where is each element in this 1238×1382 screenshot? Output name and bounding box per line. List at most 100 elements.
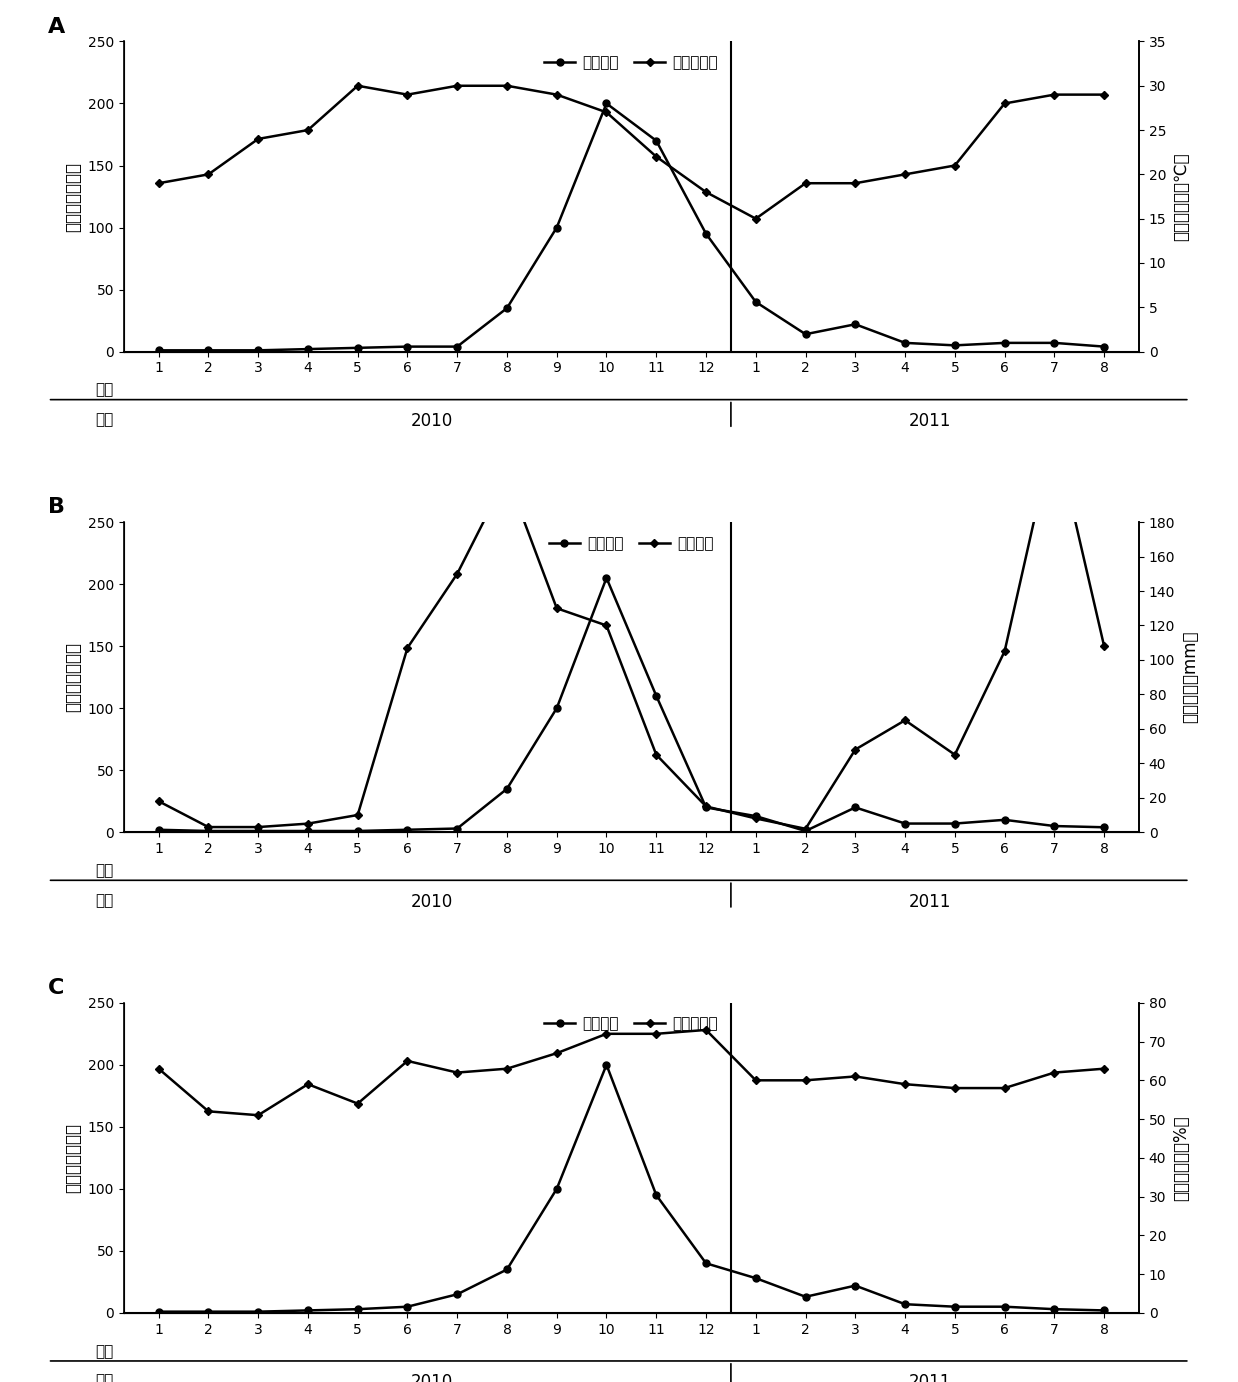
Text: 年份: 年份 xyxy=(95,1374,114,1382)
Text: 年份: 年份 xyxy=(95,893,114,908)
月病例数 xyxy=(301,822,316,839)
月降水量 xyxy=(1097,638,1112,655)
月降水量 xyxy=(649,746,664,763)
月病例数 xyxy=(251,341,266,358)
Y-axis label: 月平均气温（℃）: 月平均气温（℃） xyxy=(1172,152,1190,240)
月病例数 xyxy=(201,341,215,358)
月病例数 xyxy=(1097,820,1112,836)
月平均气温 xyxy=(649,148,664,164)
月降水量 xyxy=(997,643,1011,659)
Text: 月份: 月份 xyxy=(95,864,114,878)
月平均气温 xyxy=(350,77,365,94)
Text: 2010: 2010 xyxy=(411,1374,453,1382)
月病例数 xyxy=(151,821,166,837)
月相对湿度 xyxy=(151,1060,166,1077)
Y-axis label: 月病例数（例）: 月病例数（例） xyxy=(64,643,82,712)
月病例数 xyxy=(500,300,515,316)
月相对湿度 xyxy=(799,1072,813,1089)
月病例数 xyxy=(500,1262,515,1278)
月病例数 xyxy=(500,781,515,797)
月病例数 xyxy=(1047,1300,1062,1317)
月相对湿度 xyxy=(1047,1064,1062,1081)
月平均气温 xyxy=(1047,86,1062,102)
月降水量 xyxy=(947,746,962,763)
月降水量 xyxy=(500,467,515,484)
月平均气温 xyxy=(748,210,763,227)
Y-axis label: 月病例数（例）: 月病例数（例） xyxy=(64,1122,82,1193)
月降水量 xyxy=(201,818,215,835)
月相对湿度 xyxy=(649,1025,664,1042)
月病例数 xyxy=(350,822,365,839)
月平均气温 xyxy=(151,176,166,192)
月病例数 xyxy=(251,1303,266,1320)
月相对湿度 xyxy=(251,1107,266,1124)
月相对湿度 xyxy=(400,1053,415,1070)
月病例数 xyxy=(947,815,962,832)
月相对湿度 xyxy=(550,1045,565,1061)
月相对湿度 xyxy=(1097,1060,1112,1077)
月病例数 xyxy=(698,799,713,815)
月病例数 xyxy=(449,339,464,355)
月平均气温 xyxy=(1097,86,1112,102)
月降水量 xyxy=(1047,423,1062,439)
月病例数 xyxy=(848,316,863,333)
月降水量 xyxy=(848,741,863,757)
月病例数 xyxy=(1097,339,1112,355)
月降水量 xyxy=(599,618,614,634)
月平均气温 xyxy=(997,95,1011,112)
月病例数 xyxy=(550,220,565,236)
月病例数 xyxy=(947,337,962,354)
月病例数 xyxy=(550,699,565,716)
月相对湿度 xyxy=(748,1072,763,1089)
Line: 月平均气温: 月平均气温 xyxy=(156,83,1107,221)
Line: 月病例数: 月病例数 xyxy=(155,575,1108,835)
月病例数 xyxy=(449,1287,464,1303)
月病例数 xyxy=(350,340,365,357)
Text: A: A xyxy=(48,17,64,37)
Line: 月相对湿度: 月相对湿度 xyxy=(156,1027,1107,1118)
月降水量 xyxy=(799,821,813,837)
月病例数 xyxy=(400,339,415,355)
Line: 月病例数: 月病例数 xyxy=(155,100,1108,354)
月病例数 xyxy=(799,1288,813,1305)
月降水量 xyxy=(301,815,316,832)
月病例数 xyxy=(301,341,316,358)
月病例数 xyxy=(748,293,763,310)
Y-axis label: 月相对湿度（%）: 月相对湿度（%） xyxy=(1172,1115,1190,1201)
Line: 月降水量: 月降水量 xyxy=(156,427,1107,832)
月病例数 xyxy=(400,821,415,837)
Text: 2010: 2010 xyxy=(411,893,453,911)
月病例数 xyxy=(898,815,912,832)
月病例数 xyxy=(848,799,863,815)
月病例数 xyxy=(649,133,664,149)
月降水量 xyxy=(698,797,713,814)
Text: B: B xyxy=(48,498,64,517)
月病例数 xyxy=(698,1255,713,1271)
月相对湿度 xyxy=(599,1025,614,1042)
月降水量 xyxy=(550,600,565,616)
Text: 月份: 月份 xyxy=(95,1343,114,1359)
月相对湿度 xyxy=(449,1064,464,1081)
Text: 2011: 2011 xyxy=(909,893,951,911)
月相对湿度 xyxy=(997,1079,1011,1096)
月病例数 xyxy=(799,326,813,343)
月病例数 xyxy=(748,808,763,825)
月病例数 xyxy=(947,1299,962,1316)
Legend: 月病例数, 月相对湿度: 月病例数, 月相对湿度 xyxy=(539,1010,724,1038)
Y-axis label: 月降水量（mm）: 月降水量（mm） xyxy=(1181,632,1198,723)
月相对湿度 xyxy=(350,1096,365,1113)
月病例数 xyxy=(151,341,166,358)
Line: 月病例数: 月病例数 xyxy=(155,1061,1108,1316)
月病例数 xyxy=(898,1296,912,1313)
Text: 月份: 月份 xyxy=(95,383,114,398)
月病例数 xyxy=(301,1302,316,1318)
月病例数 xyxy=(1047,818,1062,835)
月降水量 xyxy=(151,793,166,810)
月降水量 xyxy=(898,712,912,728)
月平均气温 xyxy=(201,166,215,182)
月病例数 xyxy=(997,1299,1011,1316)
月平均气温 xyxy=(550,86,565,102)
月病例数 xyxy=(201,822,215,839)
月降水量 xyxy=(400,640,415,656)
月降水量 xyxy=(251,818,266,835)
